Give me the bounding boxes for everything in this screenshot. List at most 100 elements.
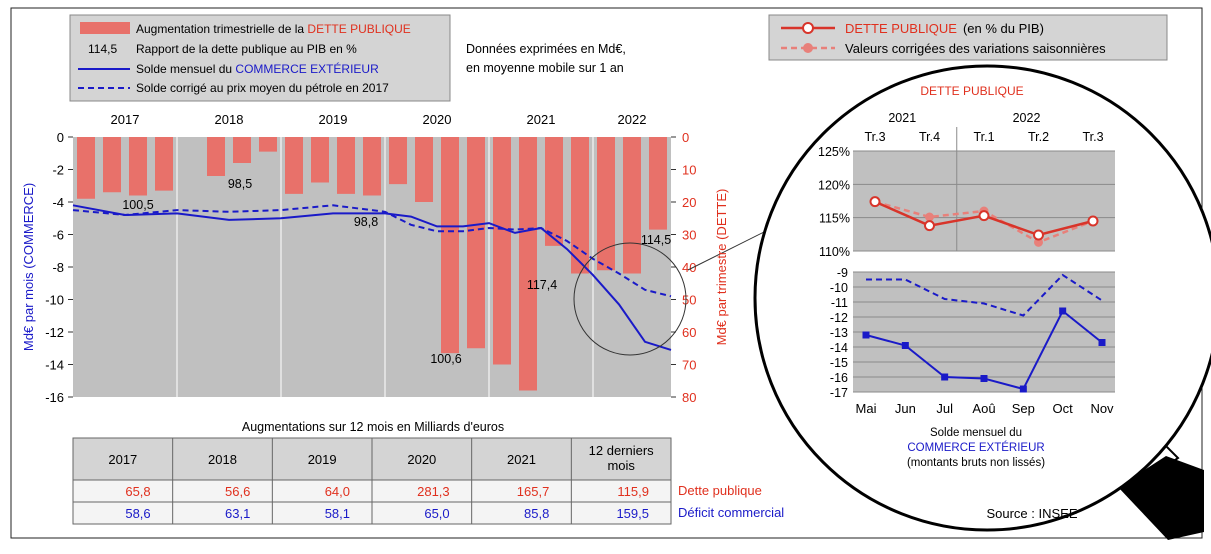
inset-trade-chart: -9-10-11-12-13-14-15-16-17 Mai Jun Jul Aoû Se… bbox=[830, 266, 1115, 469]
table-header: 2020 bbox=[407, 452, 436, 467]
inset-trade-y-tick: -9 bbox=[837, 266, 848, 280]
inset-trade-point bbox=[862, 331, 870, 339]
table-header-line: mois bbox=[607, 458, 635, 473]
legend-debt-marker bbox=[802, 22, 814, 34]
inset-month-label: Aoû bbox=[972, 401, 995, 416]
legend-ratio-label: Rapport de la dette publique au PIB en % bbox=[136, 42, 357, 56]
trade-oil-corrected-line bbox=[72, 204, 672, 298]
y-left-tick: -14 bbox=[45, 358, 64, 373]
table-cell: 65,8 bbox=[125, 484, 150, 499]
inset-debt-y-tick: 115% bbox=[819, 212, 850, 226]
debt-bar bbox=[337, 137, 355, 194]
table-header: 2021 bbox=[507, 452, 536, 467]
inset-trade-y-tick: -15 bbox=[830, 356, 848, 370]
debt-bar bbox=[571, 137, 589, 274]
debt-bar bbox=[597, 137, 615, 271]
debt-ratio-label: 100,6 bbox=[430, 352, 461, 366]
y-left-tick: -12 bbox=[45, 325, 64, 340]
year-label: 2017 bbox=[111, 112, 140, 127]
legend-solid-label: Solde mensuel du COMMERCE EXTÉRIEUR bbox=[136, 61, 379, 76]
debt-bar bbox=[441, 137, 459, 354]
table-cell: 58,1 bbox=[325, 506, 350, 521]
inset-trade-y-tick: -17 bbox=[830, 386, 848, 400]
inset-year-label: 2021 bbox=[888, 111, 916, 125]
inset-trade-point bbox=[901, 342, 909, 349]
inset-debt-point bbox=[978, 210, 990, 222]
debt-bar bbox=[649, 137, 667, 230]
debt-bar bbox=[129, 137, 147, 196]
inset-trade-corrected-line bbox=[866, 273, 1103, 317]
y-right-tick: 40 bbox=[682, 260, 696, 275]
inset-month-label: Sep bbox=[1012, 401, 1035, 416]
y-left-axis-label: Md€ par mois (COMMERCE) bbox=[21, 183, 36, 351]
legend-ratio-sample: 114,5 bbox=[88, 42, 117, 56]
debt-bar bbox=[467, 137, 485, 349]
table-cell: 281,3 bbox=[417, 484, 450, 499]
inset-trade-caption-2: COMMERCE EXTÉRIEUR bbox=[907, 441, 1044, 454]
inset-trade-point bbox=[1098, 339, 1106, 346]
source-note: Source : INSEE bbox=[986, 506, 1077, 521]
inset-quarter-label: Tr.4 bbox=[919, 130, 940, 144]
main-legend: Augmentation trimestrielle de la DETTE P… bbox=[69, 14, 451, 102]
inset-debt-point bbox=[869, 196, 881, 208]
y-left-tick: -4 bbox=[52, 195, 64, 210]
debt-bar bbox=[623, 137, 641, 274]
debt-bar bbox=[363, 137, 381, 196]
inset-legend: DETTE PUBLIQUE (en % du PIB) Valeurs corr… bbox=[768, 14, 1168, 61]
inset-trade-point bbox=[1019, 385, 1027, 393]
debt-ratio-label: 117,4 bbox=[527, 278, 557, 292]
debt-bar bbox=[545, 137, 563, 246]
inset-quarter-label: Tr.3 bbox=[1082, 130, 1103, 144]
table-header: 2019 bbox=[308, 452, 337, 467]
table-cell: 159,5 bbox=[616, 506, 649, 521]
row-label-deficit: Déficit commercial bbox=[678, 505, 784, 520]
inset-debt-chart: DETTE PUBLIQUE 125% 120% 115% 110% 2021 2022 T… bbox=[818, 84, 1115, 259]
zoom-circle bbox=[573, 242, 687, 356]
table-cell: 64,0 bbox=[325, 484, 350, 499]
inset-debt-point bbox=[1033, 229, 1044, 241]
trade-monthly-line bbox=[72, 204, 672, 351]
y-right-tick: 10 bbox=[682, 163, 696, 178]
legend-bars-label: Augmentation trimestrielle de la DETTE P… bbox=[136, 22, 411, 36]
inset-trade-y-tick: -16 bbox=[830, 371, 848, 385]
year-label: 2018 bbox=[215, 112, 244, 127]
y-right-tick: 60 bbox=[682, 325, 696, 340]
debt-ratio-label: 100,5 bbox=[122, 198, 153, 212]
legend-adjusted-marker bbox=[803, 43, 813, 53]
inset-trade-caption-1: Solde mensuel du bbox=[930, 427, 1022, 439]
y-right-axis-label: Md€ par trimestre (DETTE) bbox=[714, 189, 729, 346]
inset-month-label: Nov bbox=[1090, 401, 1114, 416]
table-header: 2018 bbox=[208, 452, 237, 467]
debt-ratio-label: 98,5 bbox=[228, 177, 252, 191]
inset-trade-y-tick: -14 bbox=[830, 341, 848, 355]
table-header-line: 12 derniers bbox=[589, 443, 655, 458]
y-left-tick: -16 bbox=[45, 390, 64, 405]
inset-quarter-label: Tr.3 bbox=[864, 130, 885, 144]
inset-trade-y-tick: -11 bbox=[831, 296, 848, 310]
debt-bar bbox=[207, 137, 225, 176]
debt-bar bbox=[285, 137, 303, 194]
y-left-tick: -8 bbox=[52, 260, 64, 275]
table-cell: 58,6 bbox=[125, 506, 150, 521]
inset-debt-point bbox=[1087, 215, 1099, 227]
debt-bar bbox=[103, 137, 121, 193]
debt-bar bbox=[259, 137, 277, 152]
y-right-tick: 70 bbox=[682, 358, 696, 373]
inset-month-label: Oct bbox=[1053, 401, 1074, 416]
y-right-tick: 20 bbox=[682, 195, 696, 210]
row-label-dette: Dette publique bbox=[678, 483, 762, 498]
table-cell: 165,7 bbox=[517, 484, 550, 499]
inset-debt-point bbox=[924, 220, 935, 232]
inset-debt-y-tick: 125% bbox=[818, 145, 850, 159]
inset-month-label: Jun bbox=[895, 401, 916, 416]
summary-table: Augmentations sur 12 mois en Milliards d… bbox=[72, 420, 784, 525]
table-header: 2017 bbox=[108, 452, 137, 467]
y-left-tick: -6 bbox=[52, 228, 64, 243]
table-cell: 56,6 bbox=[225, 484, 250, 499]
year-label: 2021 bbox=[527, 112, 556, 127]
y-right-tick: 80 bbox=[682, 390, 696, 405]
table-cell: 115,9 bbox=[617, 484, 649, 499]
